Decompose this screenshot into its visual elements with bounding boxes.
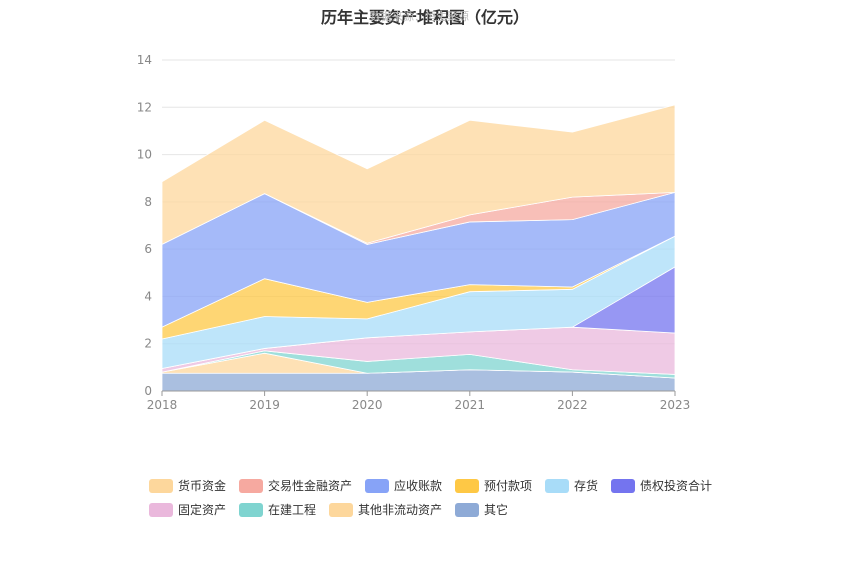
legend-label: 预付款项: [484, 479, 532, 493]
watermark: 数据来源：恒生聚源: [370, 10, 469, 23]
x-tick-label: 2022: [557, 398, 588, 412]
x-tick-label: 2021: [455, 398, 486, 412]
legend-swatch: [545, 479, 569, 493]
legend-swatch: [149, 503, 173, 517]
y-tick-label: 8: [144, 195, 152, 209]
legend-label: 应收账款: [394, 478, 442, 493]
legend-swatch: [239, 479, 263, 493]
legend-label: 其它: [484, 502, 508, 517]
legend-label: 其他非流动资产: [358, 503, 442, 517]
legend-swatch: [455, 503, 479, 517]
y-tick-label: 10: [137, 148, 152, 162]
y-tick-label: 12: [137, 100, 152, 114]
y-tick-label: 14: [137, 53, 152, 67]
y-tick-label: 6: [144, 242, 152, 256]
x-tick-label: 2019: [249, 398, 280, 412]
legend-label: 在建工程: [268, 502, 316, 517]
chart-title: 历年主要资产堆积图（亿元）: [320, 8, 529, 27]
area-series: [161, 104, 676, 246]
legend-swatch: [455, 479, 479, 493]
legend-swatch: [329, 503, 353, 517]
x-tick-label: 2020: [352, 398, 383, 412]
legend-label: 债权投资合计: [640, 478, 712, 493]
y-tick-label: 2: [144, 337, 152, 351]
x-tick-label: 2018: [147, 398, 178, 412]
legend-label: 货币资金: [178, 478, 226, 493]
legend-label: 交易性金融资产: [268, 478, 352, 493]
x-tick-label: 2023: [660, 398, 691, 412]
y-tick-label: 0: [144, 384, 152, 398]
legend-swatch: [365, 479, 389, 493]
legend-swatch: [149, 479, 173, 493]
y-tick-label: 4: [144, 289, 152, 303]
legend-label: 固定资产: [178, 502, 226, 517]
legend-label: 存货: [574, 478, 598, 493]
legend-swatch: [239, 503, 263, 517]
legend-swatch: [611, 479, 635, 493]
